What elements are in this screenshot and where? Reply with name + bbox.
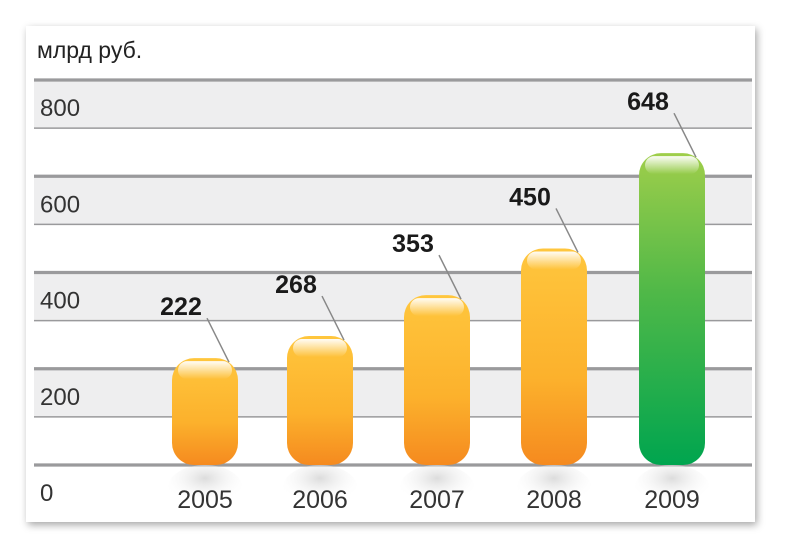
bar-reflections: [168, 465, 709, 509]
x-tick-label: 2008: [526, 486, 582, 514]
grid-band: [34, 368, 752, 417]
data-labels: 222 268 353 450 648: [160, 88, 669, 321]
grid-bands: [34, 80, 752, 417]
bar-highlight: [527, 251, 581, 270]
bar-reflection: [400, 465, 474, 509]
bar-2007: [404, 295, 470, 465]
bar-2005: [172, 358, 238, 465]
bar-2008: [521, 248, 587, 465]
bar-highlight: [178, 361, 232, 380]
bar-reflection: [635, 465, 709, 509]
bar-reflection: [517, 465, 591, 509]
data-label-2009: 648: [627, 88, 669, 116]
x-tick-label: 2009: [644, 486, 700, 514]
y-tick-labels: 0 200 400 600 800: [40, 95, 80, 507]
bar-reflection: [168, 465, 242, 509]
x-tick-label: 2007: [409, 486, 465, 514]
data-label-2007: 353: [392, 230, 434, 258]
bar-highlight: [410, 298, 464, 317]
label-leaders: [206, 112, 697, 363]
label-leader: [673, 112, 697, 158]
grid-band: [34, 176, 752, 225]
grid-band: [34, 272, 752, 321]
bar-2006: [287, 336, 353, 465]
unit-label: млрд руб.: [37, 37, 142, 63]
label-leader: [438, 254, 462, 300]
y-tick-label: 400: [40, 288, 80, 315]
y-tick-label: 600: [40, 191, 80, 218]
y-tick-label: 200: [40, 384, 80, 411]
y-tick-label: 800: [40, 95, 80, 122]
data-label-2008: 450: [509, 183, 551, 211]
grid-band: [34, 80, 752, 129]
y-tick-label: 0: [40, 480, 53, 507]
label-leader: [555, 208, 579, 253]
bar-reflection: [283, 465, 357, 509]
bar-highlight: [645, 156, 699, 175]
x-tick-label: 2006: [292, 486, 348, 514]
label-leader: [206, 317, 230, 363]
bar-2009: [639, 153, 705, 465]
label-leader: [321, 295, 345, 341]
bar-highlight: [293, 339, 347, 358]
gridlines: [34, 78, 752, 467]
x-tick-labels: 2005 2006 2007 2008 2009: [177, 486, 700, 514]
bars: [172, 153, 705, 465]
data-label-2006: 268: [275, 271, 317, 299]
x-tick-label: 2005: [177, 486, 233, 514]
data-label-2005: 222: [160, 293, 202, 321]
